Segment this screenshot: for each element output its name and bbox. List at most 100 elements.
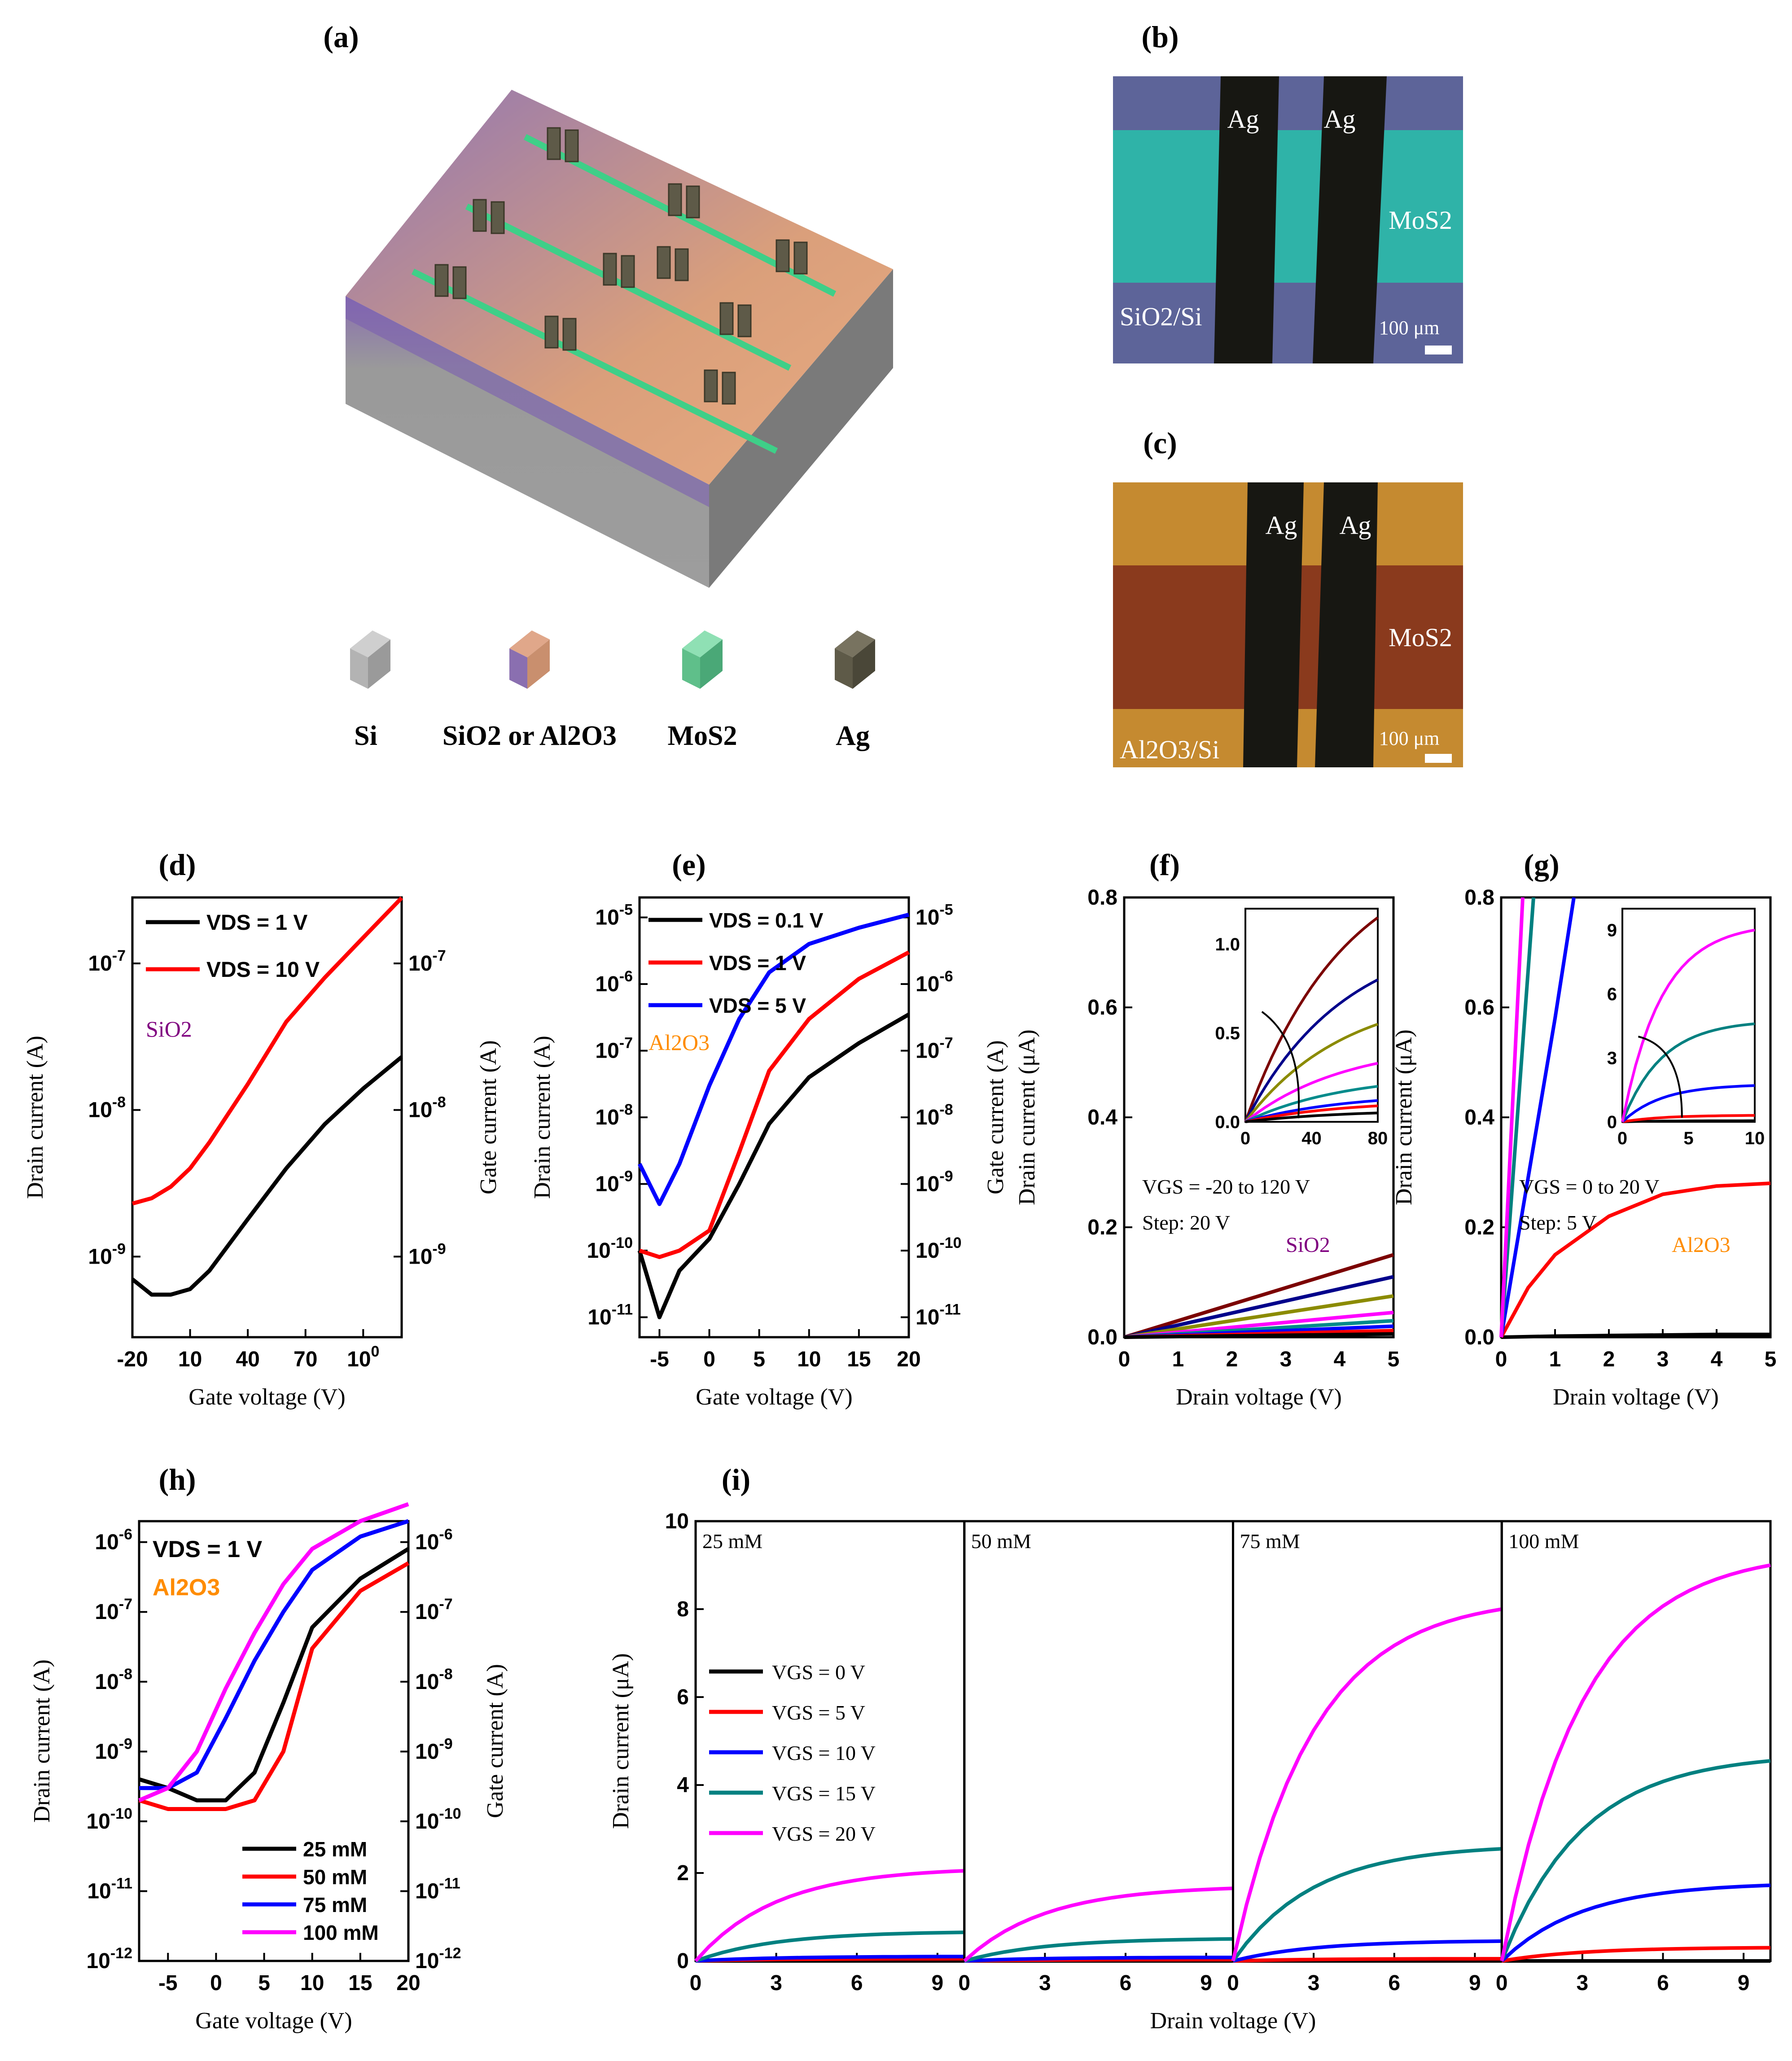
series-line-vgs-10-v	[1499, 897, 1576, 1338]
y-tick-right-label: 10-9	[408, 1240, 446, 1269]
x-tick-label: 9	[1469, 1971, 1481, 1995]
y-axis-right-label: Gate current (A)	[476, 1040, 501, 1195]
x-tick-label: 5	[1765, 1348, 1777, 1371]
inset-y-tick-label: 1.0	[1215, 935, 1240, 954]
series-line-vgs-5-v	[1499, 1181, 1771, 1338]
x-tick-label: 6	[851, 1971, 863, 1995]
inset-frame	[1621, 908, 1756, 1123]
micrograph-c-substrate: Al2O3/Si	[1120, 735, 1219, 764]
y-tick-label: 10-8	[595, 1101, 633, 1129]
x-tick-label: 10	[797, 1348, 821, 1371]
ag-electrode-pair	[657, 246, 689, 281]
x-tick-label: 3	[1280, 1348, 1292, 1371]
x-tick-label: 0	[210, 1971, 222, 1995]
inset-y-tick-label: 9	[1607, 921, 1617, 941]
ag-electrode-pair	[668, 183, 700, 219]
ag-electrode-pair	[544, 315, 577, 351]
x-tick-label: 9	[1738, 1971, 1750, 1995]
y-tick-label: 4	[677, 1773, 689, 1797]
x-tick-label: 0	[1227, 1971, 1239, 1995]
series-line-vds-1-v	[639, 950, 910, 1259]
chart-h: -5 0 5 10 15 2010-1210-1110-1010-910-810-710-…	[29, 1502, 508, 2034]
annotation-dielectric: SiO2	[146, 1016, 192, 1041]
inset-x-tick-label: 0	[1240, 1129, 1250, 1148]
y-tick-label: 10-7	[595, 1035, 633, 1063]
y-tick-right-label: 10-6	[916, 968, 953, 996]
x-tick-label: 20	[897, 1348, 920, 1371]
y-tick-label: 8	[677, 1597, 689, 1621]
material-swatch-ag	[835, 630, 875, 689]
y-tick-right-label: 10-7	[415, 1596, 453, 1624]
micrograph-b-electrode	[1313, 76, 1387, 363]
annotation-vds: VDS = 1 V	[153, 1536, 263, 1562]
legend-label: 75 mM	[303, 1893, 367, 1917]
material-swatch-mos2	[682, 630, 723, 689]
x-tick-label: 3	[1308, 1971, 1320, 1995]
y-tick-right-label: 10-10	[916, 1234, 962, 1263]
series-line-vgs-120-v	[1123, 1253, 1394, 1339]
legend-label: VGS = 5 V	[772, 1701, 865, 1724]
inset-series-line	[1244, 1023, 1379, 1123]
x-tick-label: 4	[1711, 1348, 1723, 1371]
panel-label-e: (e)	[672, 848, 705, 882]
legend-label: VDS = 0.1 V	[709, 909, 824, 932]
series-line	[1500, 1759, 1771, 1962]
series-line	[1500, 1563, 1771, 1961]
x-tick-label: 2	[1226, 1348, 1238, 1371]
y-tick-label: 10-9	[595, 1168, 633, 1196]
inset-series-line	[1244, 916, 1379, 1123]
series-line-50-mm	[138, 1561, 410, 1811]
x-tick-label: 20	[396, 1971, 420, 1995]
series-line	[694, 1869, 964, 1962]
series-line-vds-0-1-v	[637, 1012, 910, 1319]
inset-series-line	[1244, 978, 1379, 1123]
y-tick-label: 0.0	[1087, 1326, 1117, 1349]
substrate-right-face	[709, 269, 893, 588]
inset-x-tick-label: 10	[1745, 1129, 1765, 1148]
panel-label-c: (c)	[1143, 426, 1177, 460]
y-tick-label: 6	[677, 1685, 689, 1709]
legend-label: 50 mM	[303, 1865, 367, 1889]
subpanel-label: 25 mM	[702, 1530, 762, 1553]
y-tick-label: 10-10	[86, 1805, 132, 1833]
series-line-vgs-20-v	[1124, 1332, 1394, 1339]
y-tick-right-label: 10-7	[916, 1035, 953, 1063]
x-tick-label: 9	[932, 1971, 944, 1995]
inset-y-tick-label: 0	[1607, 1112, 1617, 1132]
series-line-vds-10-v	[131, 896, 403, 1206]
y-tick-label: 10-6	[595, 968, 633, 996]
y-tick-label: 10-9	[95, 1735, 132, 1763]
inset-y-tick-label: 6	[1607, 985, 1617, 1004]
series-line-vgs-100-v	[1124, 1275, 1394, 1339]
inset-y-tick-label: 3	[1607, 1049, 1617, 1068]
y-tick-right-label: 10-6	[415, 1526, 453, 1554]
x-tick-label: -5	[650, 1348, 669, 1371]
series-line	[1232, 1939, 1502, 1963]
x-tick-label: 4	[1334, 1348, 1346, 1371]
material-label-si: Si	[354, 721, 377, 751]
legend-label: VGS = 15 V	[772, 1782, 876, 1805]
legend-label: 100 mM	[303, 1921, 379, 1944]
x-tick-label: 1	[1549, 1348, 1561, 1371]
ag-electrode-pair	[776, 239, 808, 275]
device-schematic	[346, 90, 893, 588]
series-line-vgs-0-v	[1501, 1332, 1770, 1339]
inset-series-line	[1622, 1119, 1755, 1123]
y-tick-label: 10-5	[595, 901, 633, 930]
x-tick-label: 3	[770, 1971, 782, 1995]
panel-label-f: (f)	[1149, 848, 1180, 882]
y-axis-right-label: Gate current (A)	[983, 1040, 1008, 1195]
inset-x-tick-label: 80	[1368, 1129, 1388, 1148]
x-tick-label: 5	[753, 1348, 765, 1371]
legend-label: VDS = 1 V	[709, 951, 806, 975]
micrograph-c-ag-label: Ag	[1340, 511, 1371, 540]
annotation-step: Step: 20 V	[1142, 1211, 1230, 1234]
ag-electrode-pair	[547, 127, 579, 162]
y-tick-label: 0.4	[1087, 1106, 1117, 1129]
y-tick-label: 0.2	[1087, 1216, 1117, 1239]
series-line	[1500, 1883, 1771, 1962]
panel-label-i: (i)	[722, 1462, 750, 1497]
x-tick-label: 10	[178, 1348, 202, 1371]
x-tick-label: 0	[1118, 1348, 1130, 1371]
